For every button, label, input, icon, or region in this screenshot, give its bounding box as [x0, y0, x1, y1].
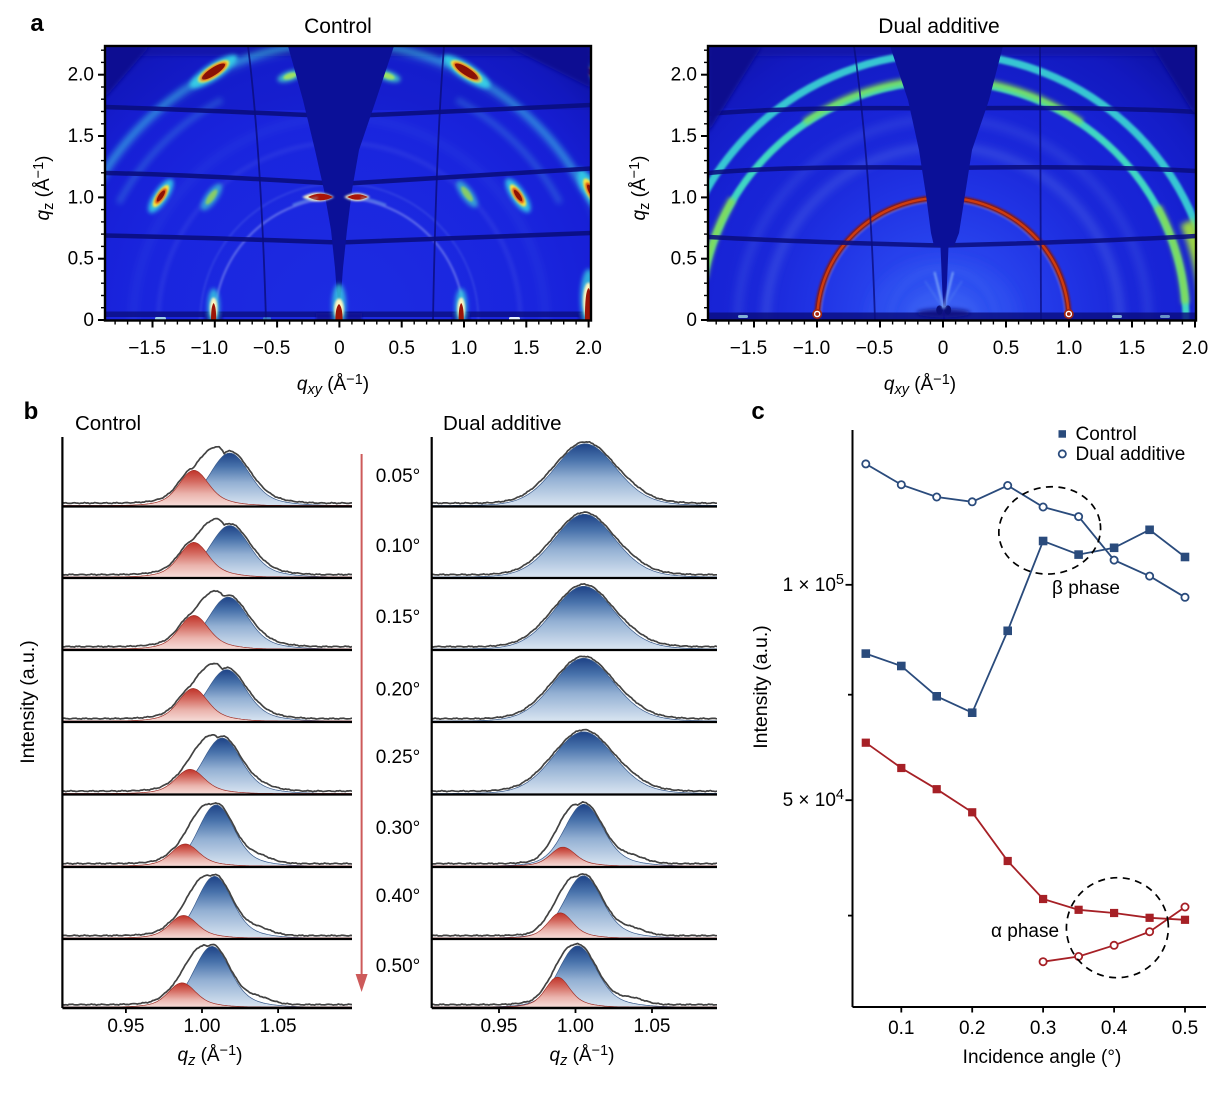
svg-text:2.0: 2.0 [671, 65, 697, 86]
svg-text:1.0: 1.0 [451, 338, 477, 359]
svg-text:Control: Control [75, 412, 141, 435]
svg-text:0.4: 0.4 [1101, 1018, 1128, 1039]
svg-text:Incidence angle (°): Incidence angle (°) [963, 1047, 1122, 1068]
svg-text:qz (Å−1): qz (Å−1) [550, 1043, 615, 1069]
svg-text:Control: Control [1076, 424, 1137, 445]
svg-text:c: c [751, 398, 764, 425]
svg-text:2.0: 2.0 [575, 338, 601, 359]
svg-text:0.25°: 0.25° [376, 747, 421, 768]
svg-text:0.5: 0.5 [68, 249, 94, 270]
svg-text:2.0: 2.0 [68, 65, 94, 86]
svg-text:qz (Å−1): qz (Å−1) [627, 156, 653, 221]
svg-text:1.05: 1.05 [634, 1016, 671, 1037]
svg-text:−0.5: −0.5 [253, 338, 291, 359]
svg-text:0.3: 0.3 [1030, 1018, 1056, 1039]
svg-text:0.95: 0.95 [481, 1016, 518, 1037]
svg-text:Intensity (a.u.): Intensity (a.u.) [750, 625, 772, 749]
svg-text:0.5: 0.5 [388, 338, 414, 359]
svg-text:0: 0 [334, 338, 345, 359]
svg-text:qz (Å−1): qz (Å−1) [178, 1043, 243, 1069]
svg-text:0.5: 0.5 [671, 249, 697, 270]
svg-text:1.5: 1.5 [68, 126, 94, 147]
svg-text:0.2: 0.2 [959, 1018, 985, 1039]
svg-text:qxy (Å−1): qxy (Å−1) [297, 372, 369, 398]
svg-text:−1.0: −1.0 [191, 338, 229, 359]
svg-text:Intensity (a.u.): Intensity (a.u.) [17, 640, 39, 764]
svg-text:0.05°: 0.05° [376, 466, 421, 487]
svg-text:0: 0 [83, 310, 94, 331]
svg-text:0.1: 0.1 [888, 1018, 914, 1039]
svg-text:0: 0 [938, 338, 949, 359]
svg-text:−1.0: −1.0 [793, 338, 831, 359]
svg-text:Dual additive: Dual additive [1076, 444, 1186, 465]
svg-text:β phase: β phase [1052, 578, 1120, 599]
svg-text:1.05: 1.05 [260, 1016, 297, 1037]
svg-text:2.0: 2.0 [1182, 338, 1208, 359]
svg-text:1.0: 1.0 [671, 187, 697, 208]
svg-text:1.5: 1.5 [513, 338, 539, 359]
svg-text:0.95: 0.95 [107, 1016, 144, 1037]
svg-text:Dual additive: Dual additive [443, 412, 562, 435]
svg-text:α phase: α phase [991, 921, 1059, 942]
svg-text:1.00: 1.00 [184, 1016, 221, 1037]
svg-text:−1.5: −1.5 [128, 338, 166, 359]
svg-text:1.0: 1.0 [1056, 338, 1082, 359]
svg-text:1.0: 1.0 [68, 187, 94, 208]
svg-text:0.20°: 0.20° [376, 680, 421, 701]
svg-text:1 × 105: 1 × 105 [783, 572, 844, 596]
svg-text:qz (Å−1): qz (Å−1) [31, 156, 57, 221]
svg-text:1.00: 1.00 [557, 1016, 594, 1037]
svg-text:b: b [24, 398, 39, 425]
svg-text:−0.5: −0.5 [856, 338, 894, 359]
svg-text:0.50°: 0.50° [376, 956, 421, 977]
svg-text:Dual additive: Dual additive [878, 15, 999, 38]
svg-text:Control: Control [304, 15, 372, 38]
svg-text:0.40°: 0.40° [376, 886, 421, 907]
svg-text:5 × 104: 5 × 104 [783, 787, 844, 811]
svg-text:0.30°: 0.30° [376, 818, 421, 839]
svg-text:1.5: 1.5 [1119, 338, 1145, 359]
svg-text:0.5: 0.5 [993, 338, 1019, 359]
svg-text:−1.5: −1.5 [730, 338, 768, 359]
svg-text:qxy (Å−1): qxy (Å−1) [884, 372, 956, 398]
svg-text:0.15°: 0.15° [376, 607, 421, 628]
svg-text:0.5: 0.5 [1172, 1018, 1198, 1039]
svg-text:a: a [30, 10, 44, 37]
svg-text:1.5: 1.5 [671, 126, 697, 147]
svg-text:0: 0 [686, 310, 697, 331]
svg-text:0.10°: 0.10° [376, 536, 421, 557]
